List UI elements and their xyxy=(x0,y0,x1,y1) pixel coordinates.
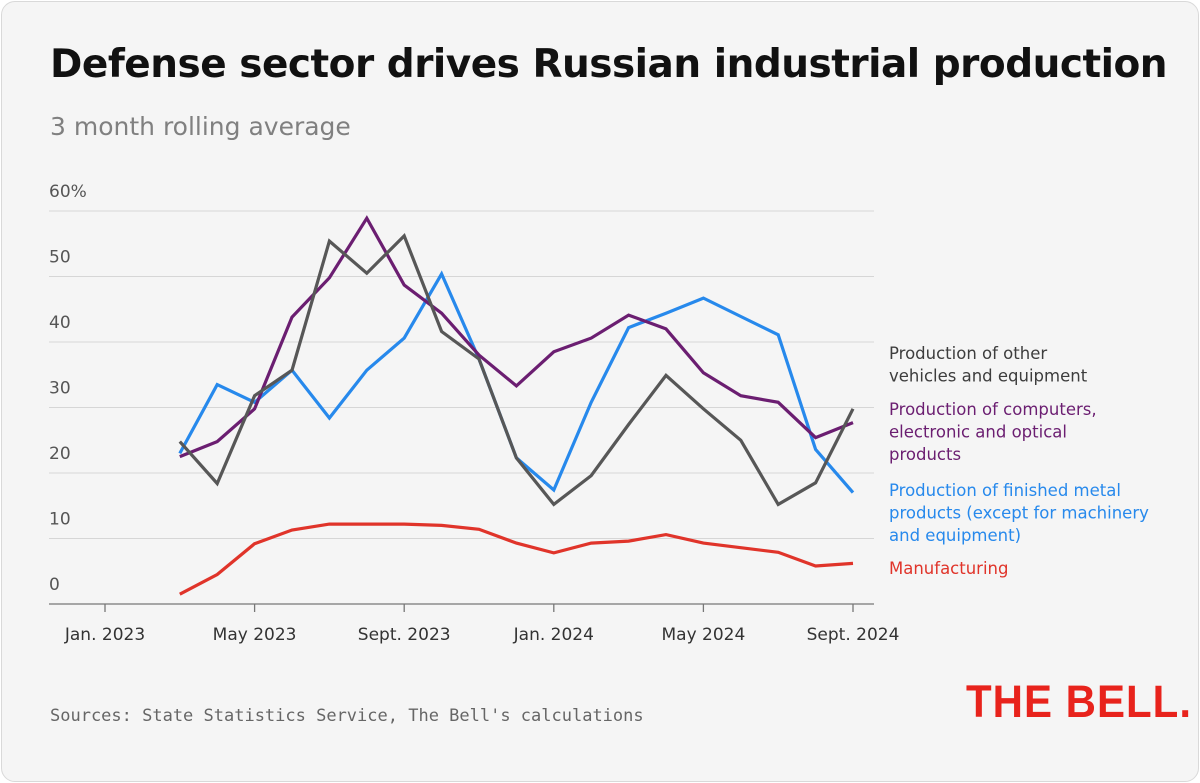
x-tick-label-2023-09: Sept. 2023 xyxy=(358,625,451,645)
x-axis: Jan. 2023 May 2023 Sept. 2023 Jan. 2024 May … xyxy=(64,604,900,645)
x-tick-label-2024-01: Jan. 2024 xyxy=(513,625,594,645)
chart-subtitle: 3 month rolling average xyxy=(50,112,351,141)
y-tick-label-40: 40 xyxy=(49,313,71,333)
source-note: Sources: State Statistics Service, The B… xyxy=(50,706,644,726)
series-label-production-of-other-vehicles-and-equipment: Production of other vehicles and equipmen… xyxy=(889,344,1088,386)
the-bell-logo: THE BELL. xyxy=(966,676,1192,727)
chart-title: Defense sector drives Russian industrial… xyxy=(50,42,1168,87)
x-tick-label-2023-01: Jan. 2023 xyxy=(64,625,145,645)
y-tick-label-60: 60% xyxy=(49,182,87,202)
y-tick-label-30: 30 xyxy=(49,379,71,399)
series-line-manufacturing xyxy=(179,522,854,596)
series-lines xyxy=(178,215,855,596)
x-tick-label-2024-09: Sept. 2024 xyxy=(807,625,900,645)
gridlines xyxy=(49,210,874,605)
y-tick-label-50: 50 xyxy=(49,248,71,268)
y-axis-labels: 0 10 20 30 40 50 60% xyxy=(49,182,87,595)
x-tick-label-2024-05: May 2024 xyxy=(661,625,745,645)
series-line-production-of-computers-electronic-and-optical-products xyxy=(179,215,854,459)
series-labels: Manufacturing Production of finished meta… xyxy=(889,344,1149,578)
series-label-manufacturing: Manufacturing xyxy=(889,559,1008,578)
y-tick-label-0: 0 xyxy=(49,575,60,595)
y-tick-label-10: 10 xyxy=(49,510,71,530)
x-tick-label-2023-05: May 2023 xyxy=(213,625,297,645)
series-line-production-of-other-vehicles-and-equipment xyxy=(178,233,855,507)
y-tick-label-20: 20 xyxy=(49,444,71,464)
series-label-production-of-computers-electronic-and-optical-products: Production of computers, electronic and o… xyxy=(889,400,1097,464)
series-label-production-of-finished-metal-products-except-for-machinery-and-equipment: Production of finished metal products (ex… xyxy=(889,481,1149,545)
